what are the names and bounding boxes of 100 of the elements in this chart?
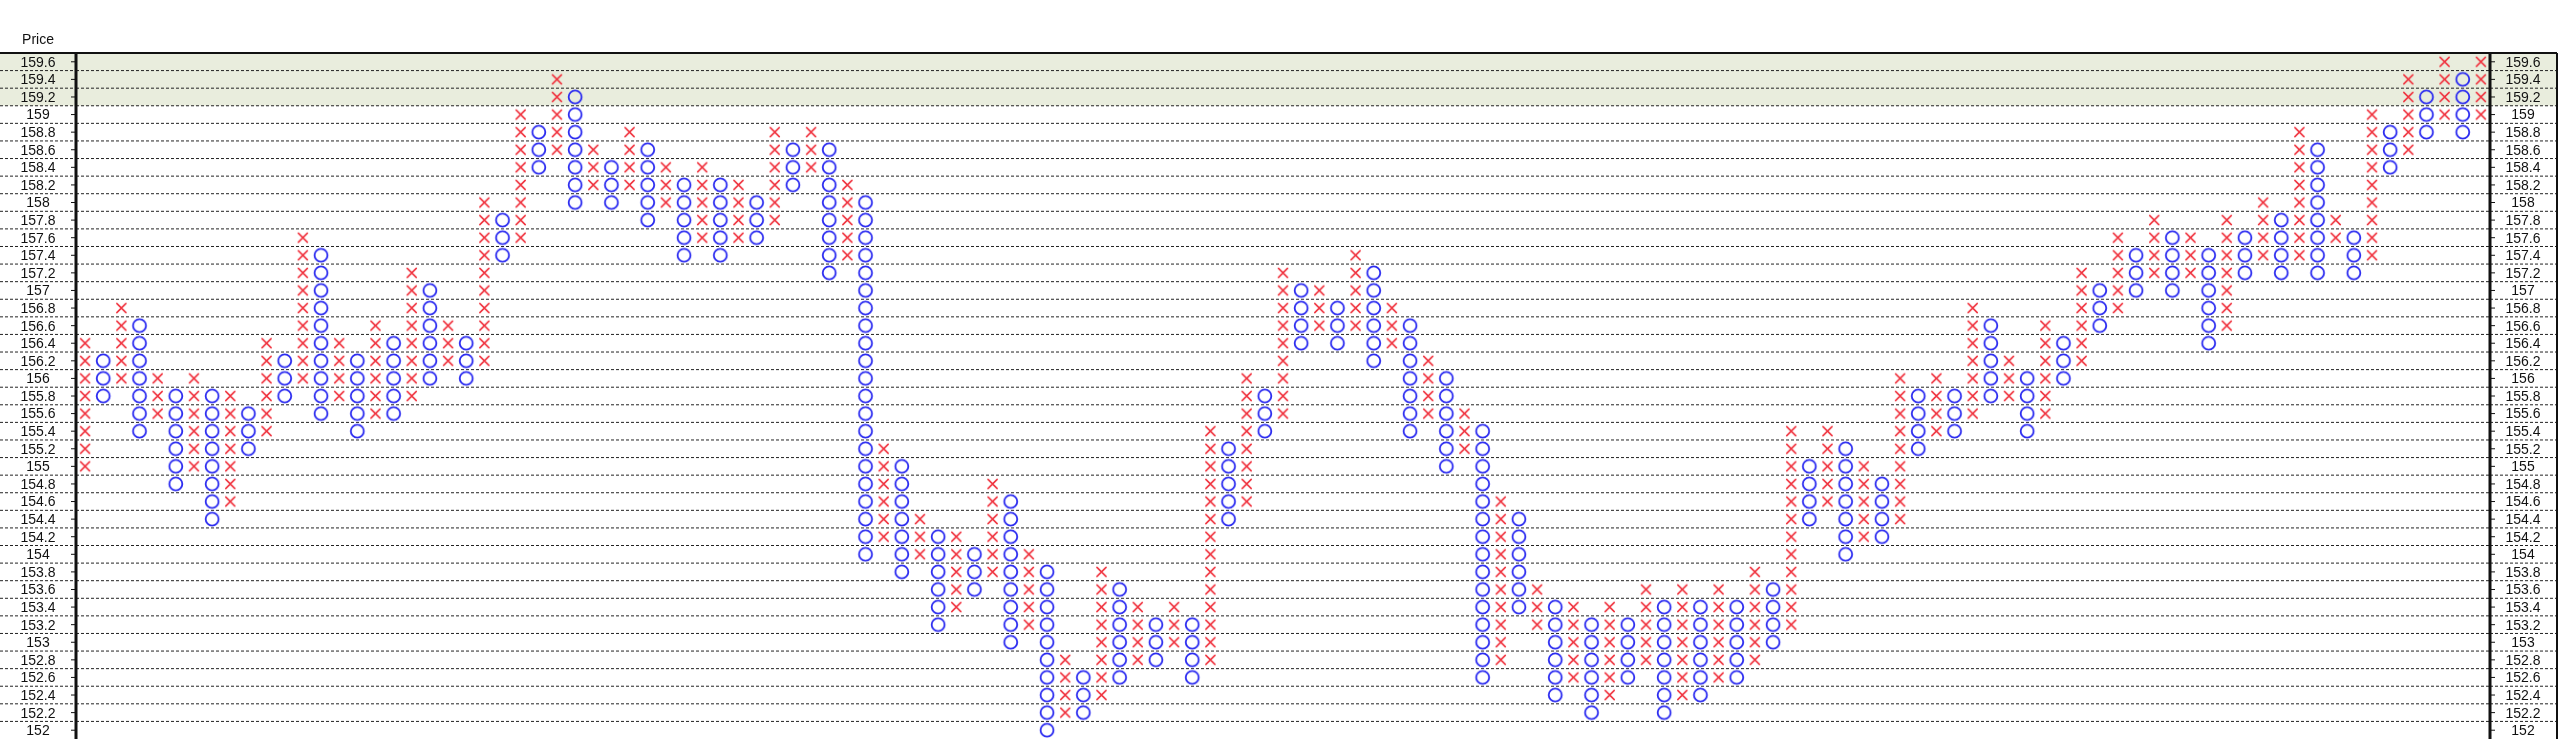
- y-tick-label: 152: [2511, 722, 2535, 739]
- y2-tick-label: 153.6: [20, 581, 56, 598]
- bar: [2054, 334, 2073, 388]
- bar: [929, 527, 948, 634]
- y-tick-label: 153: [2511, 634, 2535, 651]
- y2-tick-label: 157.2: [20, 264, 56, 281]
- y2-tick-label: 156.6: [20, 317, 56, 334]
- bar: [2453, 70, 2472, 141]
- bar: [2272, 211, 2291, 282]
- bar: [1255, 387, 1274, 440]
- y2-tick-label: 157.6: [20, 229, 56, 246]
- y2-tick-label: 158.8: [20, 124, 56, 141]
- y-tick-label: 156.4: [2505, 335, 2541, 352]
- y-tick-label: 157.8: [2505, 212, 2541, 228]
- y2-tick-label: 156.2: [20, 352, 56, 369]
- y-tick-label: 155: [2511, 458, 2535, 475]
- y-tick-label: 152.8: [2505, 651, 2541, 668]
- bar: [1219, 439, 1238, 528]
- y-tick-label: 152.4: [2505, 686, 2541, 703]
- y-tick-label: 155.6: [2505, 405, 2541, 422]
- y-tick-label: 158.8: [2505, 124, 2541, 141]
- y-tick-label: 158.6: [2505, 141, 2541, 158]
- bar: [1763, 580, 1783, 652]
- bar: [1001, 492, 1020, 652]
- y-tick-label: 156: [2511, 370, 2535, 387]
- y-tick-label: 153.6: [2505, 581, 2541, 598]
- bar: [892, 457, 911, 581]
- bar: [1872, 475, 1892, 546]
- y2-tick-label: 154.4: [20, 511, 56, 528]
- y2-tick-label: 155.8: [20, 387, 56, 404]
- y2-tick-label: 155.4: [20, 423, 56, 440]
- bar: [566, 88, 585, 212]
- bar: [493, 211, 512, 265]
- bar: [1509, 510, 1529, 616]
- bar: [1074, 668, 1093, 722]
- y-tick-label: 157.4: [2505, 247, 2541, 264]
- bar: [2417, 88, 2436, 141]
- y-tick-label: 158: [2511, 194, 2535, 211]
- y2-tick-label: 159.2: [20, 88, 56, 105]
- bar: [1618, 615, 1637, 687]
- y-tick-label: 158.4: [2505, 159, 2541, 176]
- chart-title: Price: [22, 31, 55, 47]
- y-tick-label: 155.2: [2505, 440, 2541, 457]
- bar: [239, 404, 258, 458]
- bar: [420, 281, 440, 388]
- bar: [856, 193, 875, 564]
- bar: [1110, 580, 1129, 687]
- bar: [1292, 281, 1311, 353]
- bar: [1945, 387, 1964, 440]
- bar: [1691, 598, 1710, 704]
- bar: [2199, 246, 2218, 353]
- y-tick-label: 158.2: [2505, 176, 2541, 193]
- y2-tick-label: 154.6: [20, 493, 56, 510]
- bar: [602, 158, 621, 212]
- bar: [1328, 299, 1347, 353]
- y2-tick-label: 154.2: [20, 528, 56, 545]
- y2-tick-label: 156: [26, 370, 50, 387]
- y-tick-label: 157: [2511, 282, 2535, 299]
- bar: [130, 316, 149, 440]
- bar: [2163, 228, 2182, 300]
- y2-tick-label: 157.8: [20, 212, 56, 228]
- y-tick-label: 152.6: [2505, 669, 2541, 686]
- bar: [1655, 598, 1674, 722]
- y-tick-label: 156.2: [2505, 352, 2541, 369]
- bar: [1800, 457, 1819, 528]
- bar: [2090, 281, 2109, 335]
- y-tick-label: 153.8: [2505, 563, 2541, 580]
- y-tick-label: 157.2: [2505, 264, 2541, 281]
- y-tick-label: 153.4: [2505, 598, 2541, 615]
- y-tick-label: 154.8: [2505, 475, 2541, 492]
- y2-tick-label: 157.4: [20, 247, 56, 264]
- bar: [311, 246, 331, 423]
- bar: [638, 140, 657, 229]
- y2-tick-label: 154.8: [20, 475, 56, 492]
- y-tick-label: 159.4: [2505, 71, 2541, 88]
- bar: [2381, 123, 2400, 177]
- y2-tick-label: 158.2: [20, 176, 56, 193]
- y2-tick-label: 155.2: [20, 440, 56, 457]
- bar: [94, 352, 113, 405]
- y2-tick-label: 153.2: [20, 616, 56, 633]
- y-tick-label: 159.2: [2505, 88, 2541, 105]
- y-tick-label: 154.2: [2505, 528, 2541, 545]
- y2-tick-label: 155.6: [20, 405, 56, 422]
- bar: [529, 123, 548, 177]
- y2-tick-label: 153: [26, 634, 50, 651]
- y-tick-label: 153.2: [2505, 616, 2541, 633]
- bar: [1727, 598, 1746, 687]
- bar: [2235, 228, 2255, 282]
- y-tick-label: 159.6: [2505, 53, 2541, 70]
- y2-tick-label: 159.4: [20, 71, 56, 88]
- bar: [1582, 615, 1601, 722]
- y2-tick-label: 153.8: [20, 563, 56, 580]
- y2-tick-label: 152.8: [20, 651, 56, 668]
- bar: [203, 387, 222, 528]
- y2-tick-label: 156.4: [20, 335, 56, 352]
- y-tick-label: 155.8: [2505, 387, 2541, 404]
- y2-tick-label: 155: [26, 458, 50, 475]
- bar: [1981, 316, 2000, 405]
- y-tick-label: 154.4: [2505, 511, 2541, 528]
- bar: [1146, 615, 1166, 669]
